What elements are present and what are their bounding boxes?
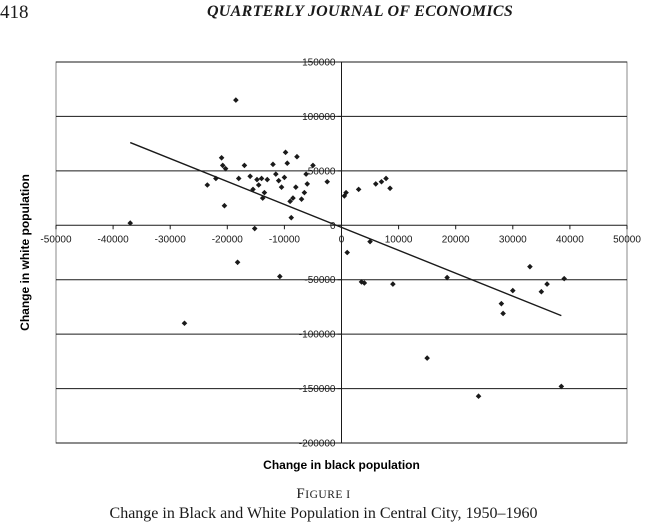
x-tick-label: 30000 xyxy=(499,234,527,245)
x-tick-label: -30000 xyxy=(155,234,187,245)
data-point xyxy=(361,280,368,286)
data-point xyxy=(264,176,271,183)
data-point xyxy=(498,300,505,307)
data-point xyxy=(367,238,373,245)
data-point xyxy=(235,175,242,182)
data-point xyxy=(390,281,396,287)
data-point xyxy=(304,181,311,187)
data-point xyxy=(358,279,365,285)
data-point xyxy=(475,393,482,399)
data-point xyxy=(127,220,134,226)
x-tick-label: 20000 xyxy=(442,234,470,245)
y-tick-label: 50000 xyxy=(308,166,336,177)
y-tick-label: -150000 xyxy=(299,384,336,395)
data-point xyxy=(284,160,291,167)
data-point xyxy=(290,195,296,201)
data-point xyxy=(310,162,316,169)
trend-line xyxy=(129,141,562,317)
data-point xyxy=(527,263,533,270)
data-point xyxy=(355,186,362,193)
x-tick-label: -50000 xyxy=(40,234,72,245)
data-point xyxy=(221,202,228,209)
x-tick-label: 10000 xyxy=(385,234,413,245)
x-tick-label: -10000 xyxy=(269,234,301,245)
y-tick-label: 150000 xyxy=(302,58,336,69)
x-tick-label: -20000 xyxy=(212,234,244,245)
data-point xyxy=(544,281,550,287)
data-point xyxy=(383,175,389,182)
data-point xyxy=(219,162,226,169)
figure-caption: Change in Black and White Population in … xyxy=(109,505,538,522)
x-tick-label: -40000 xyxy=(98,234,130,245)
data-point xyxy=(558,383,565,390)
data-point xyxy=(255,182,262,188)
data-point xyxy=(378,178,385,185)
data-point xyxy=(293,184,299,190)
y-tick-label: -200000 xyxy=(299,439,336,450)
data-point xyxy=(294,153,300,160)
data-point xyxy=(247,173,253,180)
data-point xyxy=(222,165,229,172)
data-point xyxy=(254,176,260,183)
data-point xyxy=(288,214,295,221)
x-tick-label: 50000 xyxy=(613,234,641,245)
data-point xyxy=(278,184,285,190)
data-point xyxy=(343,189,349,196)
data-point xyxy=(218,154,225,161)
data-point xyxy=(275,177,282,184)
data-point xyxy=(287,198,293,205)
data-points xyxy=(127,97,567,399)
data-point xyxy=(251,225,258,232)
data-point xyxy=(234,259,241,266)
data-point xyxy=(270,161,276,168)
data-point xyxy=(561,275,567,282)
data-point xyxy=(444,274,450,281)
axes xyxy=(55,61,628,444)
data-point xyxy=(500,310,506,317)
data-point xyxy=(303,171,309,177)
x-tick-label: 0 xyxy=(339,234,345,245)
figure-label-initial: F xyxy=(296,486,306,502)
data-point xyxy=(273,171,279,177)
figure-label-rest: IGURE I xyxy=(305,489,351,501)
data-point xyxy=(538,288,545,295)
data-point xyxy=(181,320,188,327)
data-point xyxy=(241,162,248,169)
data-point xyxy=(281,174,288,181)
y-tick-label: 100000 xyxy=(302,112,336,123)
x-tick-labels: -50000 -40000 -30000 -20000 -10000 0 10000 2000… xyxy=(40,234,641,245)
data-point xyxy=(204,182,211,188)
data-point xyxy=(258,175,265,182)
data-point xyxy=(259,195,266,201)
y-tick-label: 0 xyxy=(330,221,336,232)
x-tick-label: 40000 xyxy=(556,234,584,245)
data-point xyxy=(324,178,331,185)
y-tick-label: -50000 xyxy=(304,275,336,286)
y-tick-labels: 150000 100000 50000 0 -50000 -100000 -150000 -2… xyxy=(299,58,336,450)
data-point xyxy=(372,181,379,187)
x-axis-label: Change in black population xyxy=(263,458,420,472)
y-axis-label: Change in white population xyxy=(18,174,32,331)
page-number: 418 xyxy=(0,2,29,23)
data-point xyxy=(510,287,516,294)
data-point xyxy=(277,273,283,280)
data-point xyxy=(344,249,351,256)
figure-label: FIGURE I xyxy=(0,486,647,503)
data-point xyxy=(424,355,430,361)
journal-running-head: QUARTERLY JOURNAL OF ECONOMICS xyxy=(206,3,514,20)
data-point xyxy=(387,185,393,192)
data-point xyxy=(298,196,305,202)
data-point xyxy=(282,149,289,156)
data-point xyxy=(233,97,239,103)
y-tick-label: -100000 xyxy=(299,330,336,341)
data-point xyxy=(301,189,308,196)
data-point xyxy=(261,189,268,196)
